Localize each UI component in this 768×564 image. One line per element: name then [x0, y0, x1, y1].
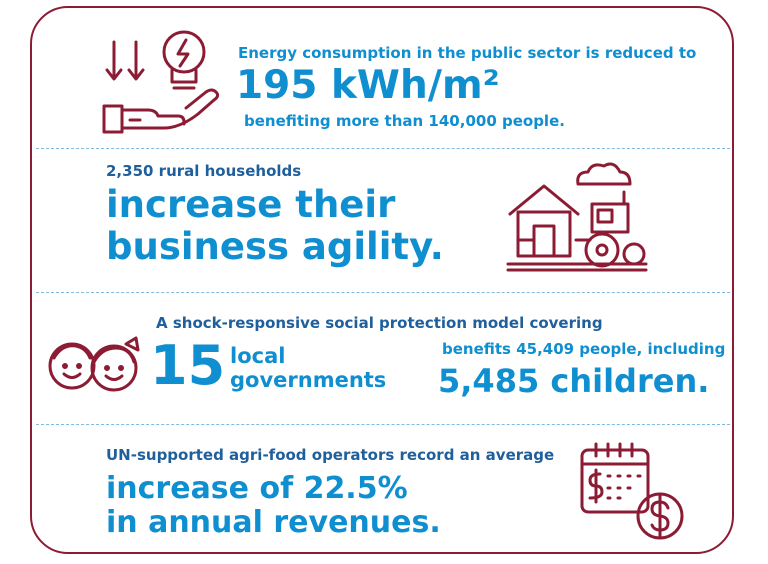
households-intro: 2,350 rural households	[106, 162, 302, 180]
energy-highlight: 195 kWh/m²	[236, 63, 500, 108]
revenue-highlight-line1: increase of 22.5%	[106, 471, 408, 506]
revenue-intro: UN-supported agri-food operators record …	[106, 446, 555, 464]
governments-number: 15	[150, 334, 226, 397]
benefit-intro: benefits 45,409 people, including	[442, 340, 726, 358]
section-divider	[36, 148, 730, 149]
energy-hand-bulb-icon	[102, 30, 220, 134]
energy-outro: benefiting more than 140,000 people.	[244, 112, 565, 130]
households-highlight-line1: increase their	[106, 183, 396, 226]
revenue-highlight-line2: in annual revenues.	[106, 505, 441, 540]
calendar-dollar-icon	[580, 442, 684, 540]
infographic-frame	[30, 6, 734, 554]
section-divider	[36, 424, 730, 425]
households-highlight-line2: business agility.	[106, 225, 444, 268]
children-faces-icon	[48, 336, 140, 392]
energy-intro: Energy consumption in the public sector …	[238, 44, 697, 62]
governments-label-line1: local	[230, 344, 286, 368]
benefit-highlight: 5,485 children.	[438, 362, 710, 400]
section-divider	[36, 292, 730, 293]
farm-tractor-icon	[506, 162, 648, 272]
protection-intro: A shock-responsive social protection mod…	[156, 314, 603, 332]
governments-label-line2: governments	[230, 368, 387, 392]
